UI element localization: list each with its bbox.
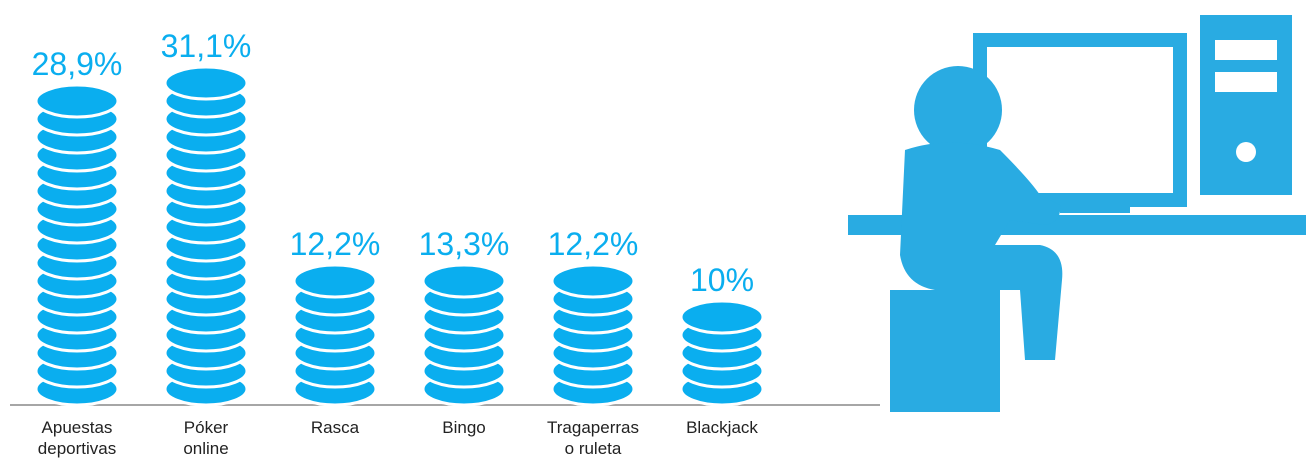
coin bbox=[421, 263, 507, 299]
category-label: Blackjack bbox=[686, 418, 758, 437]
value-label: 28,9% bbox=[32, 46, 123, 82]
value-label: 13,3% bbox=[419, 226, 510, 262]
coin-stack bbox=[421, 263, 507, 407]
coin-stack bbox=[550, 263, 636, 407]
coin bbox=[163, 65, 249, 101]
coin-stack bbox=[679, 299, 765, 407]
coin bbox=[34, 83, 120, 119]
category-label: Apuestas deportivas bbox=[37, 418, 117, 458]
coin bbox=[679, 299, 765, 335]
value-label: 10% bbox=[690, 262, 754, 298]
value-label: 12,2% bbox=[290, 226, 381, 262]
coin bbox=[550, 263, 636, 299]
coin-stack bbox=[292, 263, 378, 407]
value-label: 12,2% bbox=[548, 226, 639, 262]
category-label: Póker online bbox=[183, 418, 229, 458]
coin-stack bbox=[163, 65, 249, 407]
coin bbox=[292, 263, 378, 299]
category-label: Rasca bbox=[310, 418, 360, 437]
coin-stack bbox=[34, 83, 120, 407]
category-label: Tragaperras o ruleta bbox=[547, 418, 639, 458]
category-label: Bingo bbox=[442, 418, 486, 437]
value-label: 31,1% bbox=[161, 28, 252, 64]
computer-icon bbox=[848, 15, 1306, 412]
